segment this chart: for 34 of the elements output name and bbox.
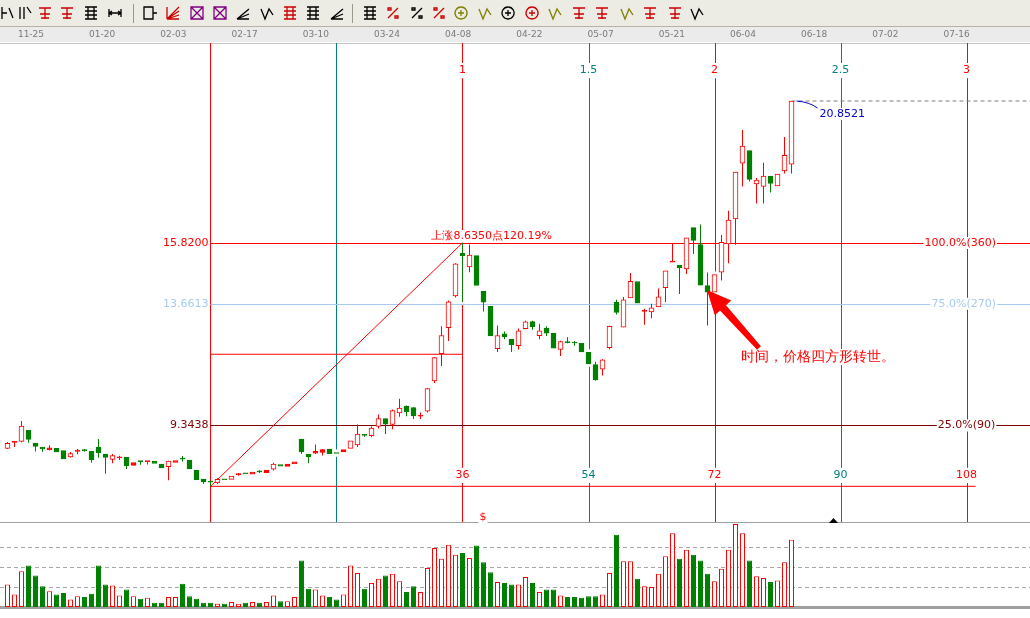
text: 03-10 xyxy=(302,28,329,40)
text: 07-16 xyxy=(943,28,970,40)
text: 06-18 xyxy=(801,28,828,40)
text: 02-17 xyxy=(231,28,258,40)
x2-tick-label: 2 xyxy=(711,63,719,77)
x2-tick-label: 1 xyxy=(459,63,467,77)
text: 05-07 xyxy=(587,28,614,40)
annotation: 100.0%(360) xyxy=(924,235,996,249)
x-tick-label: 36 xyxy=(455,468,470,482)
text: 04-22 xyxy=(516,28,543,40)
annotation: 75.0%(270) xyxy=(931,296,996,310)
text: 07-02 xyxy=(872,28,899,40)
text: 06-04 xyxy=(729,28,757,40)
text: 02-03 xyxy=(160,28,187,40)
ref-line-label: 13.6613 xyxy=(163,297,209,311)
annotation: 上涨8.6350点120.19% xyxy=(431,229,552,243)
text: 04-08 xyxy=(445,28,472,40)
x2-tick-label: 3 xyxy=(963,63,971,77)
text: 01-20 xyxy=(89,28,116,40)
x-tick-label: 90 xyxy=(833,468,848,482)
x-tick-label: 108 xyxy=(956,468,978,482)
ref-line-label: 15.8200 xyxy=(163,236,209,250)
annotation: 时间，价格四方形转世。 xyxy=(741,347,895,364)
text: 11-25 xyxy=(17,28,45,40)
text: 03-24 xyxy=(373,28,401,40)
x2-tick-label: 2.5 xyxy=(831,63,850,77)
x2-tick-label: 1.5 xyxy=(579,63,598,77)
text: 05-21 xyxy=(658,28,685,40)
x-tick-label: 54 xyxy=(581,468,596,482)
annotation: 20.8521 xyxy=(819,106,866,120)
annotation: 25.0%(90) xyxy=(937,418,996,432)
annotation: $ xyxy=(479,509,487,523)
x-tick-label: 72 xyxy=(707,468,722,482)
ref-line-label: 9.3438 xyxy=(170,418,209,432)
